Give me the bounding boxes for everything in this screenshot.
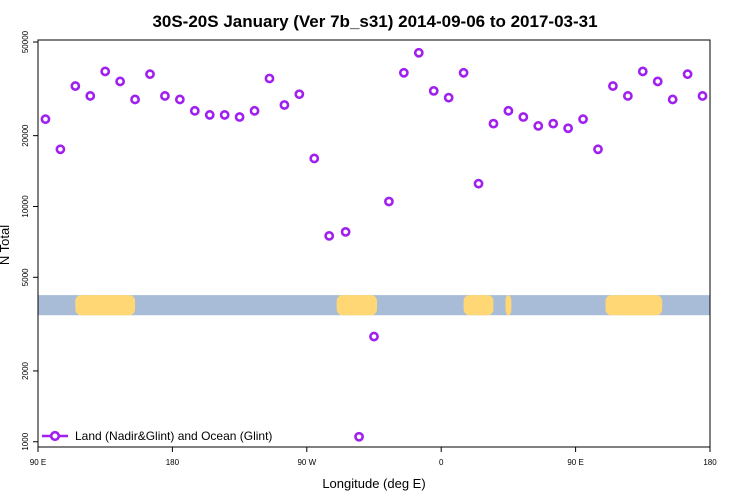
data-point (533, 121, 544, 131)
plot-frame (37, 39, 711, 448)
x-tick-label: 0 (439, 458, 444, 467)
y-tick-label: 10000 (21, 195, 30, 218)
x-tick-label: 90 E (567, 458, 583, 467)
data-point (234, 112, 245, 122)
data-point (458, 67, 469, 78)
x-tick-label: 180 (166, 458, 180, 467)
data-point (652, 76, 663, 87)
data-point (55, 144, 66, 155)
data-point (40, 114, 51, 125)
x-axis-title: Longitude (deg E) (322, 476, 425, 491)
x-tick-label: 180 (703, 458, 717, 467)
data-point (160, 91, 170, 101)
data-point (608, 81, 618, 91)
data-point (204, 110, 215, 120)
data-point (369, 331, 379, 342)
land-patch (75, 295, 136, 316)
data-points (40, 47, 708, 442)
data-point (398, 67, 409, 78)
data-point (85, 91, 96, 101)
data-point (563, 123, 574, 134)
data-point (443, 92, 454, 103)
data-point (340, 226, 351, 237)
land-patch (336, 295, 377, 316)
data-point (189, 105, 200, 116)
data-point (309, 153, 320, 164)
data-point (264, 73, 275, 84)
y-axis: 1000 2000 5000 10000 20000 50000 (21, 30, 38, 451)
land-patch (605, 295, 663, 316)
data-point (70, 81, 81, 91)
data-point (488, 118, 499, 129)
data-point (518, 112, 529, 122)
data-point (130, 94, 140, 105)
legend-label: Land (Nadir&Glint) and Ocean (Glint) (75, 429, 272, 443)
data-point (384, 196, 394, 207)
data-point (503, 105, 514, 116)
data-point (637, 66, 648, 77)
data-point (593, 144, 603, 155)
data-point (100, 66, 111, 77)
data-point (578, 114, 588, 125)
data-point (294, 89, 305, 100)
data-point (174, 94, 185, 105)
y-tick-label: 5000 (21, 268, 30, 286)
data-point (279, 100, 290, 110)
x-tick-label: 90 E (30, 458, 46, 467)
y-tick-label: 50000 (21, 30, 30, 53)
legend: Land (Nadir&Glint) and Ocean (Glint) (42, 429, 272, 443)
data-point (428, 85, 439, 96)
data-point (145, 69, 155, 80)
y-tick-label: 2000 (21, 361, 30, 379)
surface-band (38, 295, 710, 316)
chart-title: 30S-20S January (Ver 7b_s31) 2014-09-06 … (152, 12, 597, 31)
x-tick-label: 90 W (297, 458, 316, 467)
data-point (324, 230, 335, 241)
y-axis-title: N Total (0, 225, 12, 265)
data-point (697, 91, 708, 101)
data-point (115, 76, 126, 87)
x-axis: 90 E 180 90 W 0 90 E 180 (30, 447, 717, 467)
data-point (354, 431, 364, 442)
y-tick-label: 20000 (21, 124, 30, 147)
land-patch (463, 295, 494, 316)
legend-marker-swatch (49, 430, 61, 442)
data-point (682, 69, 693, 80)
data-point (473, 178, 484, 189)
data-point (622, 91, 633, 101)
data-point (667, 94, 678, 105)
y-tick-label: 1000 (21, 432, 30, 450)
data-point (219, 110, 230, 120)
data-point (249, 105, 260, 116)
data-point (548, 118, 559, 129)
land-patch (505, 295, 512, 316)
data-point (413, 47, 424, 58)
